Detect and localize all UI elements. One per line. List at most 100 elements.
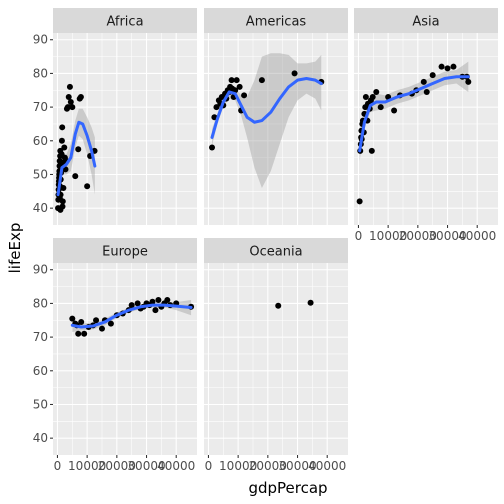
y-axis-title: lifeExp [6, 223, 24, 274]
data-point [450, 63, 457, 70]
smooth-confidence-band [359, 61, 469, 162]
facet-strip-oceania [204, 238, 348, 263]
facet-americas: Americas [204, 8, 348, 225]
x-tick-label: 30000 [127, 459, 165, 473]
data-point [59, 198, 66, 205]
data-point [275, 302, 282, 309]
y-tick-label: 50 [33, 167, 48, 181]
y-tick-label: 40 [33, 431, 48, 445]
y-tick-label: 70 [33, 330, 48, 344]
data-point [233, 77, 240, 84]
data-point [59, 124, 66, 131]
x-tick-label: 10000 [68, 459, 106, 473]
data-point [75, 330, 82, 337]
data-point [134, 300, 141, 307]
facet-strip-label: Europe [102, 245, 148, 260]
y-tick-label: 90 [33, 33, 48, 47]
data-point [149, 298, 156, 305]
x-axis-title: gdpPercap [248, 479, 327, 497]
data-point [236, 83, 243, 90]
panel-background [204, 33, 348, 225]
data-point [59, 203, 66, 210]
data-point [75, 146, 82, 153]
x-tick-label: 40000 [458, 229, 496, 243]
data-point [66, 83, 73, 90]
data-point [81, 330, 88, 337]
data-point [377, 104, 384, 111]
data-point [155, 297, 162, 304]
data-point [373, 88, 380, 95]
data-point [65, 94, 72, 100]
facet-strip-label: Africa [106, 15, 143, 30]
data-point [307, 299, 314, 306]
y-tick-label: 90 [33, 263, 48, 277]
facet-strip-americas [204, 8, 348, 33]
panel-background [53, 263, 197, 455]
smooth-line [70, 303, 193, 329]
facet-strip-label: Oceania [249, 245, 302, 260]
data-point [209, 144, 216, 151]
data-point [72, 173, 79, 180]
facet-strip-europe [53, 238, 197, 263]
smooth-line [358, 75, 470, 153]
data-point [228, 77, 235, 84]
data-point [164, 297, 171, 304]
data-point [69, 104, 76, 111]
y-tick-label: 80 [33, 66, 48, 80]
data-point [60, 184, 67, 191]
x-tick-label: 10000 [219, 459, 257, 473]
data-point [84, 183, 91, 190]
facet-strip-africa [53, 8, 197, 33]
data-point [58, 137, 65, 144]
x-tick-label: 20000 [98, 459, 136, 473]
data-point [93, 317, 100, 324]
data-point [420, 78, 427, 85]
data-point [64, 104, 71, 111]
data-point [385, 94, 392, 100]
x-tick-label: 0 [54, 459, 62, 473]
y-tick-label: 50 [33, 397, 48, 411]
x-tick-label: 20000 [249, 459, 287, 473]
data-point [429, 72, 436, 79]
data-point [362, 94, 369, 100]
smooth-confidence-band [212, 53, 322, 188]
x-tick-label: 40000 [157, 459, 195, 473]
x-tick-label: 0 [355, 229, 363, 243]
data-point [444, 65, 451, 72]
x-tick-label: 30000 [428, 229, 466, 243]
data-point [368, 147, 375, 154]
smooth-line [210, 76, 323, 139]
data-point [369, 94, 376, 100]
y-tick-label: 60 [33, 364, 48, 378]
y-tick-label: 60 [33, 134, 48, 148]
data-point [128, 302, 135, 309]
data-point [356, 198, 363, 205]
smooth-line [56, 120, 97, 197]
data-point [423, 88, 430, 95]
x-tick-label: 30000 [278, 459, 316, 473]
data-point [258, 77, 265, 84]
x-tick-label: 40000 [308, 459, 346, 473]
data-point [465, 78, 472, 85]
facet-strip-label: Asia [412, 15, 439, 30]
data-point [241, 92, 248, 99]
data-point [107, 320, 114, 327]
data-point [67, 99, 74, 106]
data-point [391, 107, 398, 114]
data-point [61, 144, 68, 151]
data-point [78, 318, 85, 325]
data-point [438, 63, 445, 70]
x-tick-label: 10000 [369, 229, 407, 243]
x-tick-label: 0 [205, 459, 213, 473]
data-point [98, 325, 105, 332]
x-tick-label: 20000 [399, 229, 437, 243]
data-point [69, 315, 76, 322]
data-point [152, 307, 159, 314]
y-tick-label: 70 [33, 100, 48, 114]
data-point [213, 104, 220, 111]
